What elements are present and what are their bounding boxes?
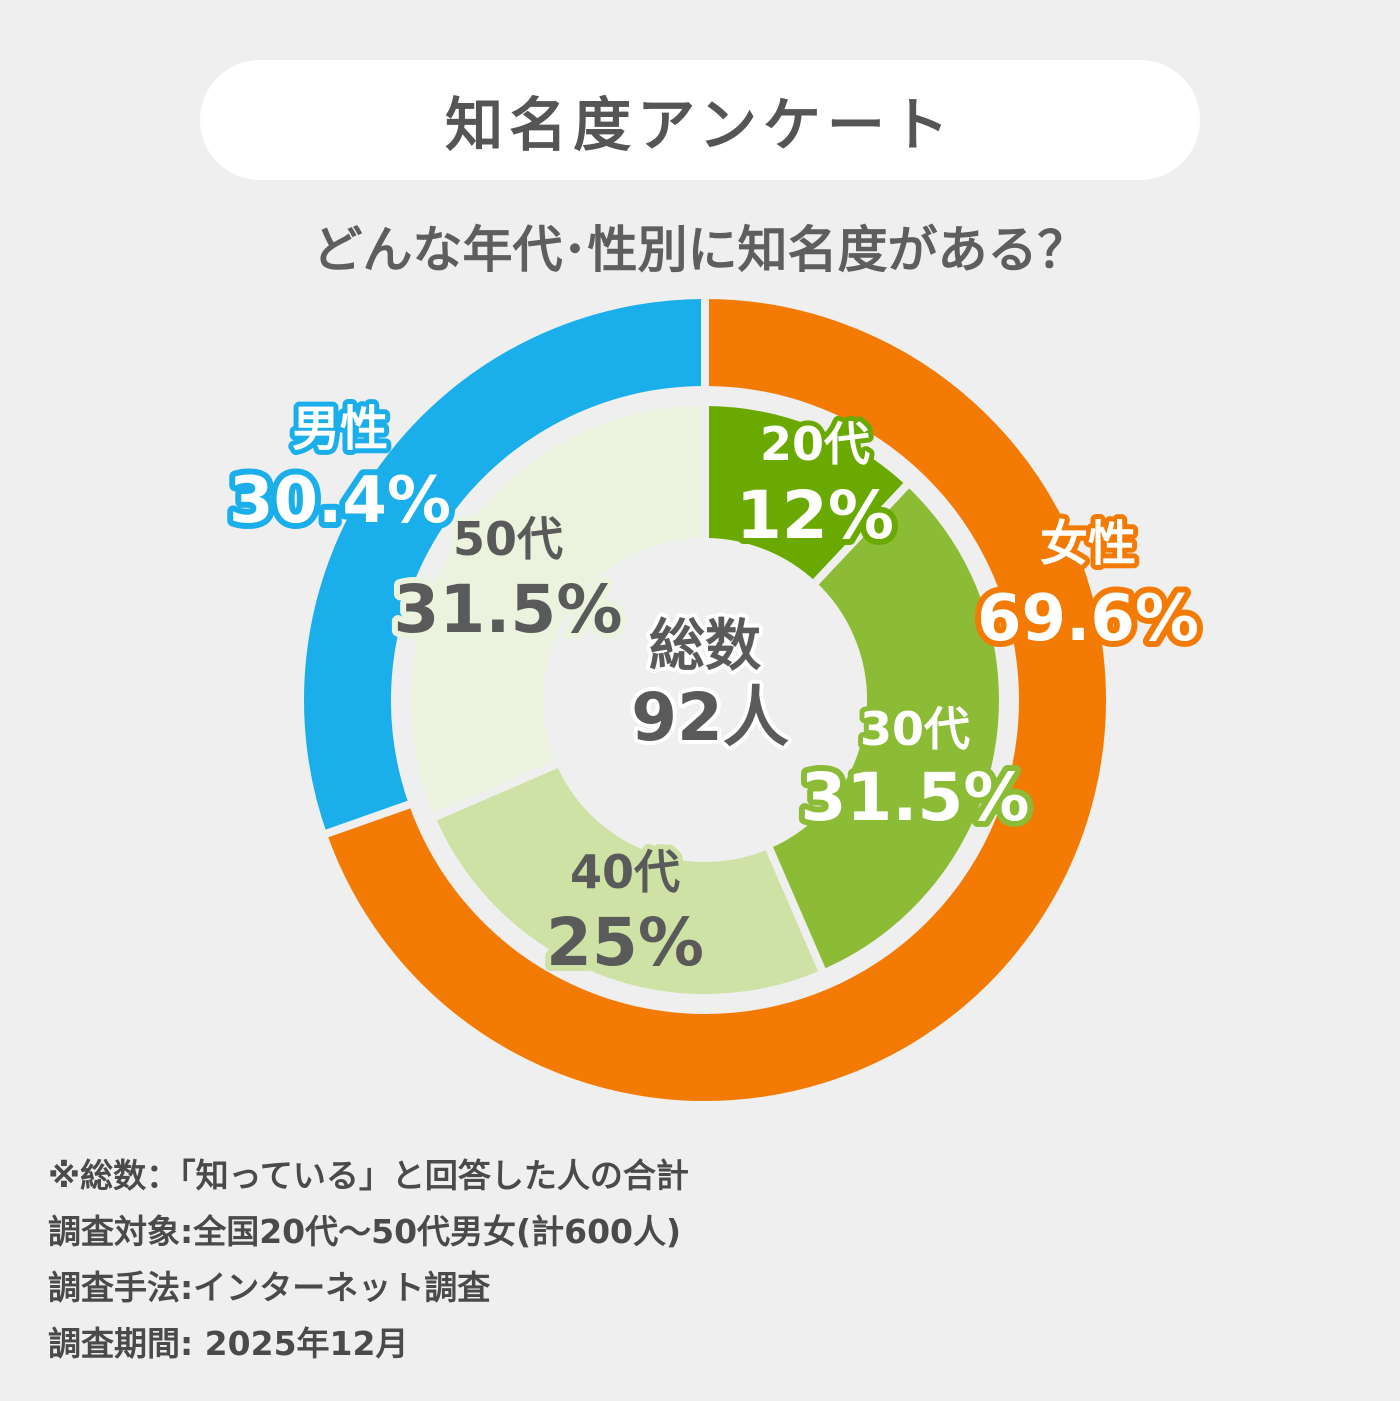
survey-notes: ※総数：「知っている」と回答した人の合計 調査対象:全国20代～50代男女(計6… [48,1148,689,1372]
slice-value-label-3: 31.5% [801,759,1030,836]
page-title: 知名度アンケート [445,91,955,159]
slice-value-label-1: 30.4% [229,464,451,538]
slice-value-label-4: 25% [546,904,704,981]
slice-value-label-5: 31.5% [394,571,623,648]
center-total-value: 92人 [631,679,789,756]
note-period: 調査期間: 2025年12月 [48,1324,409,1363]
slice-name-label-0: 女性 [1040,516,1136,572]
slice-name-label-4: 40代 [570,845,680,899]
slice-name-label-5: 50代 [453,512,563,566]
inner-ring [403,397,1007,1002]
chart-subtitle: どんな年代･性別に知名度がある？ [312,221,1088,279]
title-pill: 知名度アンケート [200,60,1200,180]
slice-name-label-1: 男性 [292,401,388,457]
outer-slice-1 [296,290,709,840]
inner-slice-3 [403,397,709,824]
slice-value-label-2: 12% [736,477,894,554]
inner-slice-1 [762,477,1007,979]
note-method: 調査手法:インターネット調査 [48,1268,491,1307]
chart-labels: 女性69.6%男性30.4%20代12%30代31.5%40代25%50代31.… [223,396,1205,987]
outer-slice-0 [317,290,1114,1109]
center-total-label: 総数 [649,614,761,679]
slice-name-label-3: 30代 [860,702,970,756]
inner-slice-2 [426,757,829,1002]
note-target: 調査対象:全国20代～50代男女(計600人) [48,1212,682,1251]
slice-name-label-2: 20代 [760,417,870,471]
outer-ring [296,290,1114,1109]
note-total: ※総数：「知っている」と回答した人の合計 [48,1156,689,1195]
slice-value-label-0: 69.6% [977,582,1199,656]
